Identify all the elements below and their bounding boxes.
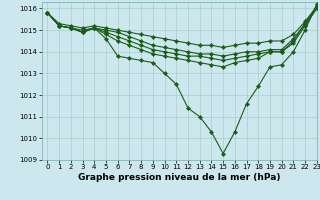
X-axis label: Graphe pression niveau de la mer (hPa): Graphe pression niveau de la mer (hPa) [78, 173, 280, 182]
